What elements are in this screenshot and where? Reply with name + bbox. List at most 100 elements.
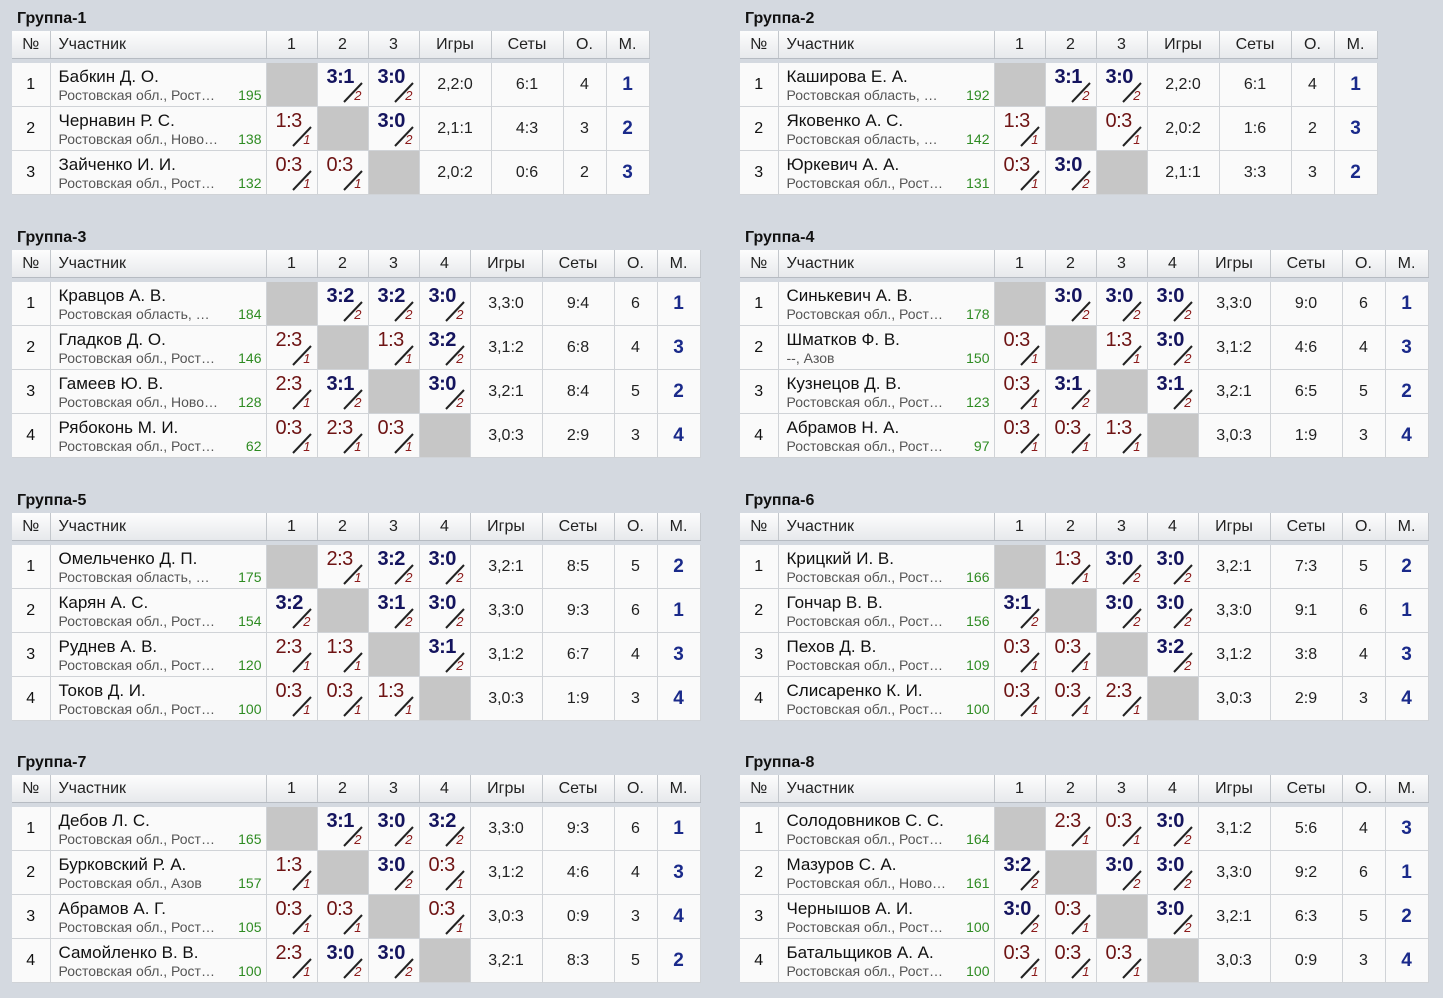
header-sets[interactable]: Сеты (1270, 250, 1343, 278)
match-score[interactable]: 3:2 (1156, 636, 1185, 658)
match-cell[interactable]: 0:3 1 (994, 369, 1046, 414)
table-row[interactable]: 4 Самойленко В. В. Ростовская обл., Рост… 1… (12, 938, 701, 983)
match-score[interactable]: 2:3 (326, 417, 354, 439)
match-cell[interactable]: 3:0 2 (1096, 63, 1148, 107)
match-cell[interactable]: 3:1 2 (317, 369, 369, 414)
match-cell[interactable]: 0:3 1 (419, 850, 471, 895)
header-place[interactable]: М. (657, 775, 701, 803)
match-score[interactable]: 0:3 (1003, 373, 1031, 395)
match-score[interactable]: 3:0 (1156, 329, 1185, 351)
match-score[interactable]: 3:0 (1156, 592, 1185, 614)
match-cell[interactable]: 0:3 1 (994, 150, 1046, 195)
match-cell[interactable]: 3:0 2 (419, 588, 471, 633)
player-name[interactable]: Слисаренко К. И. (786, 681, 923, 700)
match-cell[interactable]: 3:1 2 (994, 588, 1046, 633)
match-cell[interactable]: 0:3 1 (1045, 632, 1097, 677)
header-games[interactable]: Игры (1198, 775, 1271, 803)
match-score[interactable]: 0:3 (1003, 636, 1031, 658)
match-score[interactable]: 3:0 (428, 548, 457, 570)
match-score[interactable]: 3:0 (1105, 66, 1134, 88)
header-score[interactable]: О. (614, 513, 658, 541)
match-cell[interactable]: 0:3 1 (1045, 413, 1097, 458)
header-games[interactable]: Игры (1147, 31, 1220, 59)
player-name[interactable]: Пехов Д. В. (786, 637, 877, 656)
player-name[interactable]: Дебов Л. С. (58, 811, 150, 830)
match-score[interactable]: 3:0 (377, 942, 406, 964)
participant-cell[interactable]: Абрамов Н. А. Ростовская обл., Рост… 97 (778, 413, 995, 458)
match-score[interactable]: 3:2 (428, 810, 457, 832)
participant-cell[interactable]: Крицкий И. В. Ростовская обл., Рост… 166 (778, 545, 995, 589)
header-place[interactable]: М. (657, 250, 701, 278)
match-score[interactable]: 2:3 (275, 373, 303, 395)
header-participant[interactable]: Участник (778, 775, 995, 803)
table-row[interactable]: 3 Юркевич А. А. Ростовская обл., Рост… 131 0… (740, 150, 1378, 195)
participant-cell[interactable]: Гладков Д. О. Ростовская обл., Рост… 146 (50, 325, 267, 370)
match-cell[interactable]: 3:0 2 (1096, 588, 1148, 633)
match-cell[interactable]: 3:2 2 (1147, 632, 1199, 677)
match-cell[interactable]: 3:1 2 (368, 588, 420, 633)
player-name[interactable]: Батальщиков А. А. (786, 943, 934, 962)
player-name[interactable]: Мазуров С. А. (786, 855, 897, 874)
header-sets[interactable]: Сеты (1270, 775, 1343, 803)
match-score[interactable]: 3:2 (428, 329, 457, 351)
header-score[interactable]: О. (563, 31, 607, 59)
match-cell[interactable]: 3:0 2 (419, 545, 471, 589)
match-score[interactable]: 1:3 (1105, 417, 1133, 439)
match-cell[interactable]: 2:3 1 (266, 938, 318, 983)
participant-cell[interactable]: Шматков Ф. В. --, Азов 150 (778, 325, 995, 370)
table-row[interactable]: 2 Гончар В. В. Ростовская обл., Рост… 156 3:… (740, 588, 1429, 633)
match-cell[interactable]: 0:3 1 (994, 676, 1046, 721)
match-cell[interactable]: 0:3 1 (994, 938, 1046, 983)
match-score[interactable]: 3:1 (377, 592, 406, 614)
participant-cell[interactable]: Дебов Л. С. Ростовская обл., Рост… 165 (50, 807, 267, 851)
match-score[interactable]: 2:3 (326, 548, 354, 570)
player-name[interactable]: Кузнецов Д. В. (786, 374, 902, 393)
table-row[interactable]: 4 Токов Д. И. Ростовская обл., Рост… 100 0:3… (12, 676, 701, 721)
match-score[interactable]: 3:0 (1105, 285, 1134, 307)
match-score[interactable]: 0:3 (1054, 636, 1082, 658)
match-score[interactable]: 3:0 (428, 373, 457, 395)
match-cell[interactable]: 2:3 1 (317, 545, 369, 589)
table-row[interactable]: 4 Слисаренко К. И. Ростовская обл., Рост… 1… (740, 676, 1429, 721)
player-name[interactable]: Чернавин Р. С. (58, 111, 175, 130)
match-cell[interactable]: 0:3 1 (994, 632, 1046, 677)
match-score[interactable]: 3:1 (326, 810, 355, 832)
match-cell[interactable]: 3:1 2 (1045, 63, 1097, 107)
match-score[interactable]: 3:0 (1156, 285, 1185, 307)
header-sets[interactable]: Сеты (1219, 31, 1292, 59)
match-score[interactable]: 3:1 (428, 636, 457, 658)
table-row[interactable]: 2 Яковенко А. С. Ростовская область, … 142 1… (740, 106, 1378, 151)
header-participant[interactable]: Участник (50, 31, 267, 59)
participant-cell[interactable]: Батальщиков А. А. Ростовская обл., Рост… 1… (778, 938, 995, 983)
header-score[interactable]: О. (614, 775, 658, 803)
match-cell[interactable]: 3:0 2 (368, 938, 420, 983)
table-row[interactable]: 4 Абрамов Н. А. Ростовская обл., Рост… 97 0:… (740, 413, 1429, 458)
table-row[interactable]: 4 Рябоконь М. И. Ростовская обл., Рост… 62 0… (12, 413, 701, 458)
player-name[interactable]: Гончар В. В. (786, 593, 883, 612)
table-row[interactable]: 1 Крицкий И. В. Ростовская обл., Рост… 166 1… (740, 545, 1429, 589)
match-score[interactable]: 3:1 (1003, 592, 1032, 614)
match-score[interactable]: 0:3 (428, 898, 456, 920)
match-cell[interactable]: 0:3 1 (317, 150, 369, 195)
match-score[interactable]: 0:3 (275, 898, 303, 920)
player-name[interactable]: Кравцов А. В. (58, 286, 166, 305)
match-cell[interactable]: 3:2 2 (266, 588, 318, 633)
table-row[interactable]: 3 Абрамов А. Г. Ростовская обл., Рост… 105 0… (12, 894, 701, 939)
player-name[interactable]: Руднев А. В. (58, 637, 158, 656)
match-score[interactable]: 3:2 (1003, 854, 1032, 876)
match-cell[interactable]: 0:3 1 (317, 676, 369, 721)
participant-cell[interactable]: Каширова Е. А. Ростовская область, … 192 (778, 63, 995, 107)
player-name[interactable]: Гамеев Ю. В. (58, 374, 164, 393)
match-score[interactable]: 3:1 (1156, 373, 1185, 395)
match-score[interactable]: 3:1 (1054, 66, 1083, 88)
match-cell[interactable]: 3:0 2 (1147, 282, 1199, 326)
player-name[interactable]: Крицкий И. В. (786, 549, 894, 568)
table-row[interactable]: 1 Дебов Л. С. Ростовская обл., Рост… 165 3:1… (12, 807, 701, 851)
match-score[interactable]: 3:2 (326, 285, 355, 307)
match-cell[interactable]: 0:3 1 (1096, 938, 1148, 983)
participant-cell[interactable]: Токов Д. И. Ростовская обл., Рост… 100 (50, 676, 267, 721)
player-name[interactable]: Чернышов А. И. (786, 899, 913, 918)
match-score[interactable]: 3:0 (1105, 854, 1134, 876)
match-cell[interactable]: 3:1 2 (419, 632, 471, 677)
participant-cell[interactable]: Чернышов А. И. Ростовская обл., Рост… 100 (778, 894, 995, 939)
